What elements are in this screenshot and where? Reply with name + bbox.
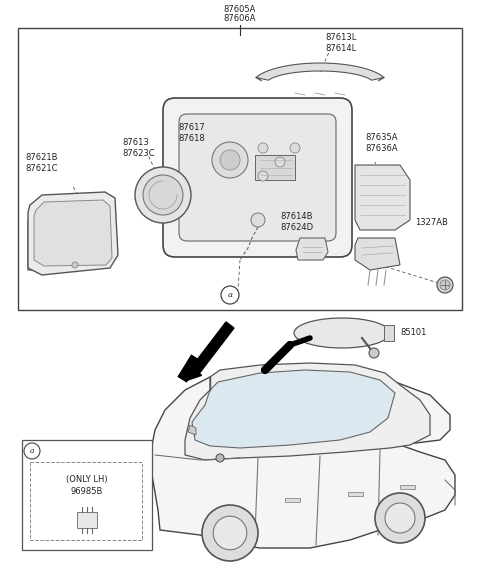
Circle shape (216, 454, 224, 462)
Circle shape (251, 213, 265, 227)
Polygon shape (256, 63, 384, 80)
Circle shape (202, 505, 258, 561)
Polygon shape (34, 200, 112, 266)
Circle shape (24, 443, 40, 459)
FancyArrow shape (188, 322, 234, 380)
Polygon shape (192, 370, 395, 448)
Polygon shape (28, 213, 100, 270)
Polygon shape (294, 318, 390, 348)
Circle shape (72, 262, 78, 268)
Bar (22, 440, 152, 550)
Text: 87617
87618: 87617 87618 (178, 123, 205, 143)
Text: (ONLY LH): (ONLY LH) (66, 475, 108, 484)
Circle shape (375, 493, 425, 543)
Circle shape (258, 171, 268, 181)
Text: 87614B
87624D: 87614B 87624D (280, 212, 313, 232)
Polygon shape (355, 165, 410, 230)
Circle shape (220, 150, 240, 170)
Text: 96985B: 96985B (71, 487, 103, 496)
Bar (18, 28, 462, 310)
Circle shape (143, 175, 183, 215)
Circle shape (275, 157, 285, 167)
Circle shape (290, 143, 300, 153)
Polygon shape (185, 363, 430, 460)
Text: 1327AB: 1327AB (415, 218, 448, 227)
Bar (348, 492, 363, 496)
Polygon shape (296, 238, 328, 260)
Bar (400, 485, 415, 489)
Polygon shape (384, 325, 394, 341)
Polygon shape (150, 372, 455, 548)
Bar (285, 498, 300, 502)
Text: 87635A
87636A: 87635A 87636A (365, 133, 397, 153)
Circle shape (213, 516, 247, 550)
Polygon shape (355, 238, 400, 270)
Text: 87605A: 87605A (224, 5, 256, 14)
Bar (255, 155, 295, 180)
Text: 87613L
87614L: 87613L 87614L (325, 33, 356, 53)
Circle shape (440, 280, 450, 290)
Circle shape (212, 142, 248, 178)
Text: 85101: 85101 (400, 328, 426, 337)
Circle shape (135, 167, 191, 223)
Bar (30, 462, 142, 540)
Circle shape (258, 143, 268, 153)
Bar (77, 512, 97, 528)
Text: a: a (228, 291, 232, 299)
Circle shape (385, 503, 415, 533)
Circle shape (369, 348, 379, 358)
Text: 87621B
87621C: 87621B 87621C (25, 153, 58, 173)
Circle shape (221, 286, 239, 304)
Polygon shape (28, 192, 118, 275)
Polygon shape (188, 425, 196, 435)
Circle shape (437, 277, 453, 293)
FancyBboxPatch shape (163, 98, 352, 257)
FancyBboxPatch shape (179, 114, 336, 241)
Text: 87613
87623C: 87613 87623C (122, 138, 155, 158)
Text: 87606A: 87606A (224, 14, 256, 23)
Text: a: a (30, 447, 34, 455)
